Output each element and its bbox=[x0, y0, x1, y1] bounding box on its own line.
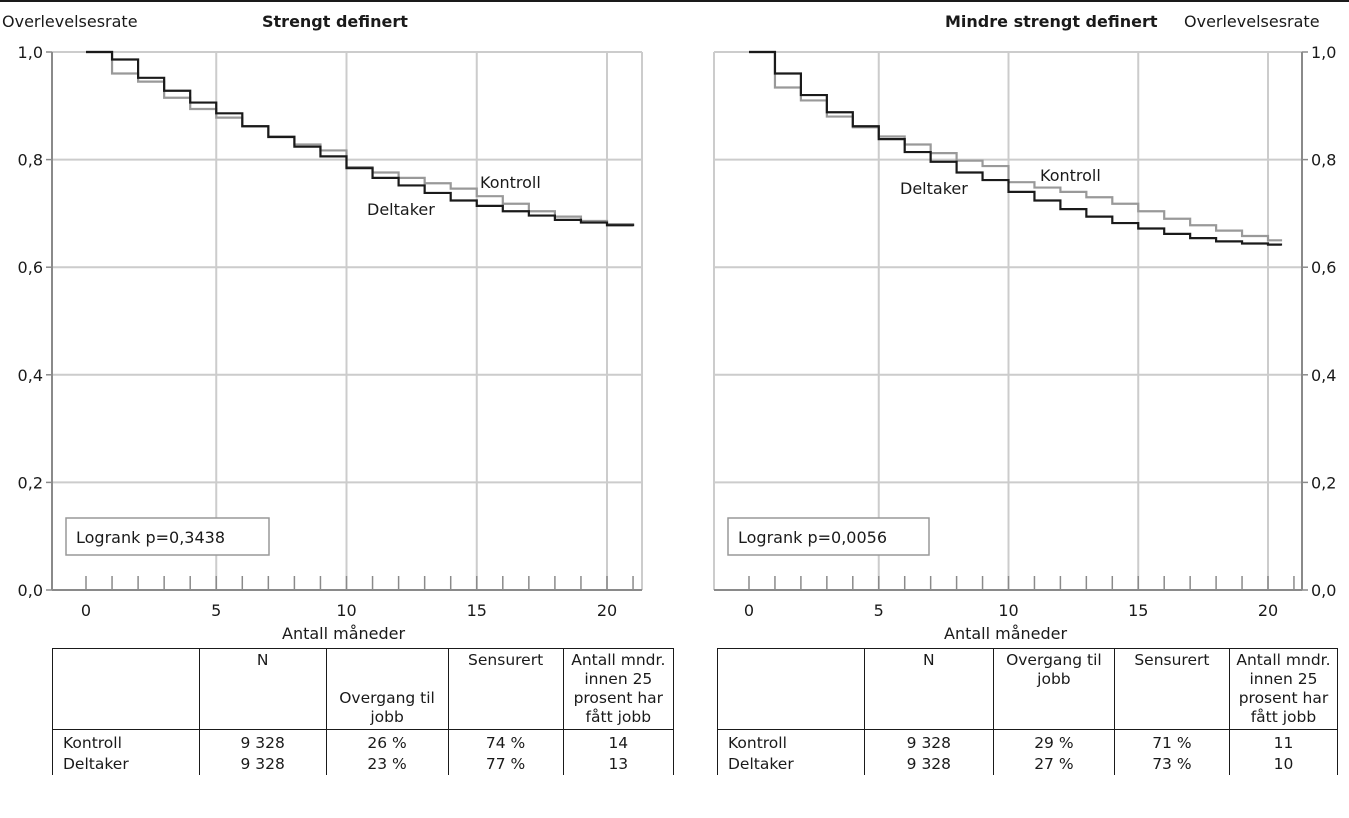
chart-panel-left bbox=[46, 50, 643, 591]
y-tick-label: 0,6 bbox=[18, 258, 43, 277]
cell-mndr: 14 bbox=[562, 729, 675, 754]
left-x-axis-title: Antall måneder bbox=[282, 624, 406, 643]
logrank-box bbox=[65, 517, 270, 556]
header-mndr: Antall mndr. innen 25 prosent har fått j… bbox=[562, 648, 675, 730]
x-tick-label: 10 bbox=[336, 601, 356, 620]
y-tick-label: 0,8 bbox=[1311, 151, 1336, 170]
header-overgang: Overgang til jobb bbox=[992, 648, 1115, 730]
chart-panel-right bbox=[713, 50, 1308, 591]
cell-n: 9 328 bbox=[198, 754, 327, 775]
y-tick-label: 0,2 bbox=[18, 473, 43, 492]
cell-sensurert: 71 % bbox=[1113, 729, 1230, 754]
y-tick-label: 0,6 bbox=[1311, 258, 1336, 277]
header-empty bbox=[52, 648, 200, 730]
x-tick-label: 20 bbox=[597, 601, 617, 620]
header-sensurert: Sensurert bbox=[1113, 648, 1230, 730]
header-empty bbox=[717, 648, 865, 730]
x-tick-label: 5 bbox=[211, 601, 221, 620]
header-overgang: Overgang til jobb bbox=[325, 648, 449, 730]
series-label-deltaker: Deltaker bbox=[367, 200, 435, 219]
table-row: Kontroll 9 328 26 % 74 % 14 bbox=[52, 729, 675, 754]
logrank-box bbox=[727, 517, 930, 556]
header-n: N bbox=[198, 648, 327, 730]
header-mndr: Antall mndr. innen 25 prosent har fått j… bbox=[1228, 648, 1339, 730]
y-tick-label: 0,8 bbox=[18, 151, 43, 170]
row-label: Kontroll bbox=[52, 729, 200, 754]
y-tick-label: 0,0 bbox=[18, 581, 43, 600]
x-tick-label: 10 bbox=[998, 601, 1018, 620]
row-label: Deltaker bbox=[52, 754, 200, 775]
cell-overgang: 29 % bbox=[992, 729, 1115, 754]
top-rule bbox=[0, 0, 1349, 2]
cell-mndr: 10 bbox=[1228, 754, 1339, 775]
right-chart-title: Mindre strengt definert bbox=[945, 12, 1158, 31]
cell-n: 9 328 bbox=[863, 754, 994, 775]
table-row: Kontroll 9 328 29 % 71 % 11 bbox=[717, 729, 1339, 754]
series-line-kontroll bbox=[749, 50, 1283, 242]
cell-overgang: 27 % bbox=[992, 754, 1115, 775]
table-header-row: N Overgang til jobb Sensurert Antall mnd… bbox=[717, 648, 1339, 730]
y-tick-label: 0,4 bbox=[18, 366, 43, 385]
table-row: Deltaker 9 328 27 % 73 % 10 bbox=[717, 754, 1339, 775]
row-label: Deltaker bbox=[717, 754, 865, 775]
y-tick-label: 0,4 bbox=[1311, 366, 1336, 385]
logrank-label: Logrank p=0,3438 bbox=[76, 528, 225, 547]
table-row: Deltaker 9 328 23 % 77 % 13 bbox=[52, 754, 675, 775]
y-tick-label: 0,2 bbox=[1311, 473, 1336, 492]
survival-charts: 0,0 0,2 0,4 0,6 0,8 1,0 0 5 10 15 20 Kontroll Deltak… bbox=[18, 43, 1337, 620]
cell-sensurert: 77 % bbox=[447, 754, 564, 775]
row-label: Kontroll bbox=[717, 729, 865, 754]
x-tick-label: 0 bbox=[81, 601, 91, 620]
cell-overgang: 23 % bbox=[325, 754, 449, 775]
stats-table-left: N Overgang til jobb Sensurert Antall mnd… bbox=[52, 648, 675, 775]
series-line-kontroll bbox=[86, 50, 635, 226]
x-tick-label: 5 bbox=[874, 601, 884, 620]
series-label-kontroll: Kontroll bbox=[480, 173, 541, 192]
series-label-kontroll: Kontroll bbox=[1040, 166, 1101, 185]
cell-mndr: 11 bbox=[1228, 729, 1339, 754]
stats-table-right: N Overgang til jobb Sensurert Antall mnd… bbox=[717, 648, 1339, 775]
cell-mndr: 13 bbox=[562, 754, 675, 775]
logrank-label: Logrank p=0,0056 bbox=[738, 528, 887, 547]
x-tick-label: 20 bbox=[1258, 601, 1278, 620]
x-tick-label: 15 bbox=[467, 601, 487, 620]
header-sensurert: Sensurert bbox=[447, 648, 564, 730]
cell-sensurert: 74 % bbox=[447, 729, 564, 754]
cell-sensurert: 73 % bbox=[1113, 754, 1230, 775]
x-tick-label: 0 bbox=[744, 601, 754, 620]
left-chart-title: Strengt definert bbox=[262, 12, 408, 31]
y-tick-label: 1,0 bbox=[18, 43, 43, 62]
left-y-axis-title: Overlevelsesrate bbox=[2, 12, 138, 31]
right-x-axis-title: Antall måneder bbox=[944, 624, 1068, 643]
x-tick-label: 15 bbox=[1128, 601, 1148, 620]
y-tick-label: 1,0 bbox=[1311, 43, 1336, 62]
cell-n: 9 328 bbox=[863, 729, 994, 754]
header-n: N bbox=[863, 648, 994, 730]
series-label-deltaker: Deltaker bbox=[900, 179, 968, 198]
cell-overgang: 26 % bbox=[325, 729, 449, 754]
y-tick-label: 0,0 bbox=[1311, 581, 1336, 600]
right-y-axis-title: Overlevelsesrate bbox=[1184, 12, 1320, 31]
table-header-row: N Overgang til jobb Sensurert Antall mnd… bbox=[52, 648, 675, 730]
series-line-deltaker bbox=[749, 50, 1283, 246]
cell-n: 9 328 bbox=[198, 729, 327, 754]
series-line-deltaker bbox=[86, 50, 635, 227]
